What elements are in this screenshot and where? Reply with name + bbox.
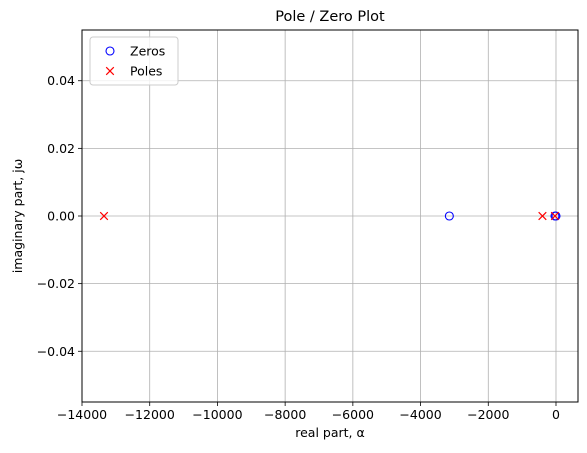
zero-marker xyxy=(551,211,561,221)
y-tick-label: 0.02 xyxy=(47,141,75,156)
pole-marker xyxy=(550,211,560,221)
x-tick-label: −2000 xyxy=(467,407,509,422)
x-axis-label: real part, α xyxy=(295,425,364,440)
x-tick-label: −10000 xyxy=(192,407,242,422)
y-tick-label: 0.00 xyxy=(47,209,75,224)
pole-marker xyxy=(99,211,109,221)
ticks: −14000 −12000 −10000 −8000 −6000 −4000 −2000 0 −… xyxy=(37,73,560,422)
pole-marker xyxy=(538,211,547,221)
legend-label: Poles xyxy=(130,64,162,79)
y-tick-label: 0.04 xyxy=(47,73,75,88)
x-tick-label: −14000 xyxy=(57,407,107,422)
grid xyxy=(81,30,578,402)
chart-title: Pole / Zero Plot xyxy=(275,9,385,25)
x-tick-label: −6000 xyxy=(332,407,374,422)
x-tick-label: −12000 xyxy=(125,407,175,422)
legend-pole-marker xyxy=(105,66,115,76)
x-tick-label: −8000 xyxy=(264,407,306,422)
legend-zero-marker xyxy=(105,46,115,56)
data-points xyxy=(99,211,561,221)
x-tick-label: −4000 xyxy=(399,407,441,422)
plot-frame xyxy=(81,29,579,403)
y-axis-label: imaginary part, jω xyxy=(10,159,25,273)
legend: Zeros Poles xyxy=(89,36,179,86)
legend-label: Zeros xyxy=(130,44,165,59)
x-tick-label: 0 xyxy=(552,407,560,422)
zero-marker xyxy=(444,211,454,221)
y-tick-label: −0.04 xyxy=(37,344,75,359)
y-tick-label: −0.02 xyxy=(37,276,75,291)
